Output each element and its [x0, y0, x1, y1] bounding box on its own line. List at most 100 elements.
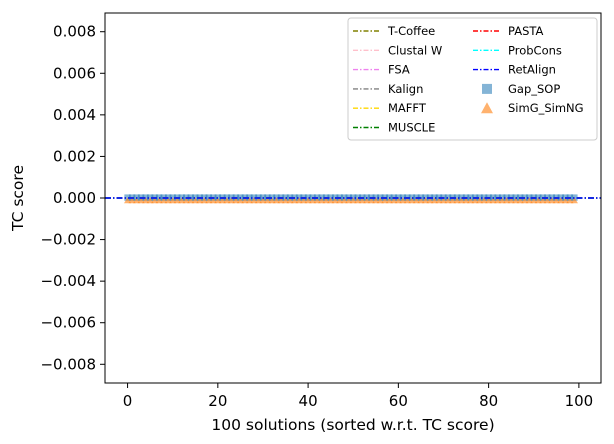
simg-simng-point — [530, 197, 538, 204]
simg-simng-point — [295, 197, 303, 204]
simg-simng-point — [169, 197, 177, 204]
y-tick-label: 0.002 — [53, 147, 96, 165]
simg-simng-point — [151, 197, 159, 204]
simg-simng-point — [286, 197, 294, 204]
simg-simng-point — [543, 197, 551, 204]
simg-simng-point — [471, 197, 479, 204]
simg-simng-point — [263, 197, 272, 204]
simg-simng-point — [367, 197, 375, 204]
y-tick-label: 0.008 — [53, 23, 96, 41]
simg-simng-point — [439, 197, 448, 204]
simg-simng-point — [534, 197, 542, 204]
simg-simng-point — [349, 197, 357, 204]
simg-simng-point — [340, 197, 348, 204]
simg-simng-point — [412, 197, 421, 204]
simg-simng-point — [489, 197, 497, 204]
legend-label-probcons: ProbCons — [508, 43, 562, 57]
simg-simng-point — [453, 197, 461, 204]
simg-simng-point — [521, 197, 529, 204]
simg-simng-point — [345, 197, 353, 204]
simg-simng-point — [331, 197, 339, 204]
simg-simng-point — [327, 197, 335, 204]
legend-box — [347, 17, 598, 141]
simg-simng-point — [376, 197, 384, 204]
simg-simng-point — [142, 197, 150, 204]
legend-label-pasta: PASTA — [508, 24, 543, 38]
y-tick-label: −0.008 — [40, 355, 96, 373]
simg-simng-point — [241, 197, 249, 204]
simg-simng-point — [512, 197, 520, 204]
legend-label-fsa: FSA — [388, 63, 410, 77]
simg-simng-point — [318, 197, 326, 204]
simg-simng-point — [155, 197, 163, 204]
simg-simng-point — [539, 197, 547, 204]
simg-simng-point — [403, 197, 411, 204]
simg-simng-point — [480, 197, 488, 204]
legend-label-mafft: MAFFT — [388, 101, 427, 115]
simg-simng-point — [552, 197, 560, 204]
y-axis-ticks: 0.008 0.006 0.004 0.002 0.000 −0.002 −0.004 −0.… — [40, 23, 105, 373]
legend-swatch-gap-sop — [482, 83, 492, 94]
simg-simng-point — [466, 197, 475, 204]
legend: T-Coffee Clustal W FSA Kalign MAFFT MUSCLE PAS… — [347, 17, 598, 141]
simg-simng-point — [187, 197, 195, 204]
x-axis-label: 100 solutions (sorted w.r.t. TC score) — [211, 416, 494, 434]
simg-simng-point — [227, 197, 235, 204]
y-tick-label: −0.002 — [40, 231, 96, 249]
simg-simng-point — [435, 197, 443, 204]
legend-label-muscle: MUSCLE — [388, 121, 435, 135]
simg-simng-point — [123, 197, 132, 204]
simg-simng-point — [457, 197, 466, 204]
simg-simng-point — [236, 197, 244, 204]
simg-simng-point — [358, 197, 366, 204]
simg-simng-point — [218, 197, 226, 204]
y-tick-label: 0.000 — [53, 189, 96, 207]
simg-simng-point — [137, 197, 145, 204]
simg-simng-point — [548, 197, 556, 204]
simg-simng-point — [132, 197, 141, 204]
simg-simng-point — [254, 197, 263, 204]
simg-simng-point — [566, 197, 574, 204]
simg-simng-point — [372, 197, 380, 204]
simg-simng-point — [146, 197, 154, 204]
simg-simng-point — [444, 197, 452, 204]
simg-simng-point — [205, 197, 213, 204]
x-tick-label: 20 — [208, 392, 227, 410]
simg-simng-point — [385, 197, 393, 204]
simg-simng-point — [570, 197, 578, 204]
legend-label-kalign: Kalign — [388, 82, 423, 96]
simg-simng-point — [448, 197, 457, 204]
simg-simng-point — [394, 197, 402, 204]
x-tick-label: 100 — [565, 392, 594, 410]
simg-simng-point — [309, 197, 317, 204]
simg-simng-point — [259, 197, 267, 204]
simg-simng-point — [421, 197, 430, 204]
simg-simng-point — [426, 197, 434, 204]
simg-simng-point — [214, 197, 222, 204]
simg-simng-point — [223, 197, 231, 204]
y-tick-label: 0.004 — [53, 106, 96, 124]
simg-simng-point — [164, 197, 172, 204]
simg-simng-point — [191, 197, 199, 204]
simg-simng-point — [268, 197, 276, 204]
legend-swatch-simg-simng — [481, 102, 493, 114]
simg-simng-point — [354, 197, 362, 204]
x-tick-label: 60 — [389, 392, 408, 410]
simg-simng-point — [290, 197, 299, 204]
simg-simng-point — [507, 197, 515, 204]
simg-simng-point — [209, 197, 217, 204]
simg-simng-point — [299, 197, 308, 204]
simg-simng-point — [313, 197, 321, 204]
simg-simng-point — [381, 197, 389, 204]
legend-label-retalign: RetAlign — [508, 63, 556, 77]
legend-label-t-coffee: T-Coffee — [387, 24, 435, 38]
simg-simng-point — [196, 197, 204, 204]
simg-simng-point — [462, 197, 470, 204]
simg-simng-point — [272, 197, 281, 204]
simg-simng-point — [304, 197, 312, 204]
legend-label-clustal-w: Clustal W — [388, 43, 442, 57]
simg-simng-point — [498, 197, 506, 204]
simg-simng-point — [485, 197, 493, 204]
simg-simng-point — [363, 197, 371, 204]
